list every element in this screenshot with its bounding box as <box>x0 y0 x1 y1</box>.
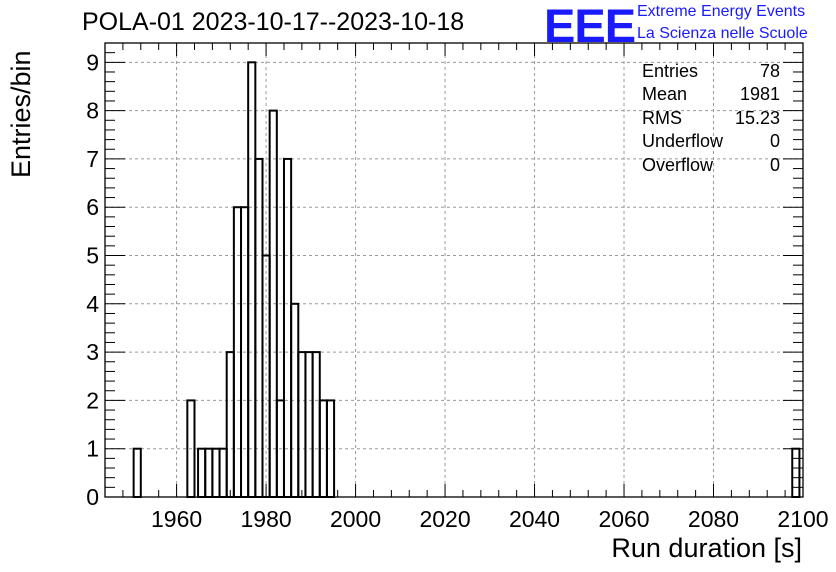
stats-box: Entries 78 Mean 1981 RMS 15.23 Underflow… <box>642 60 780 177</box>
tick-labels: 1960 1980 2000 2020 2040 2060 2080 2100 0 1 2 3 4 5 6 7… <box>86 49 828 532</box>
stat-value: 0 <box>769 154 780 175</box>
y-tick-label: 8 <box>86 98 99 124</box>
x-tick-label: 2020 <box>419 506 470 532</box>
stat-value: 78 <box>759 61 780 81</box>
x-tick-label: 2060 <box>598 506 649 532</box>
stat-label: RMS <box>642 107 682 128</box>
y-tick-label: 7 <box>86 146 99 172</box>
histogram-bin <box>282 157 293 498</box>
y-tick-label: 5 <box>86 243 99 269</box>
histogram-bin <box>311 351 321 498</box>
stat-label: Mean <box>642 84 688 105</box>
stat-label: Entries <box>642 61 699 81</box>
histogram-bin <box>254 157 264 498</box>
y-tick-label: 1 <box>86 436 99 462</box>
y-tick-label: 3 <box>86 339 99 365</box>
y-tick-label: 0 <box>86 484 99 510</box>
histogram-bin <box>791 447 801 498</box>
x-tick-label: 1980 <box>240 506 291 532</box>
histogram-bin <box>225 351 235 498</box>
stat-row-rms: RMS 15.23 <box>642 107 780 130</box>
histogram-bin <box>132 447 142 498</box>
x-tick-label: 1960 <box>151 506 202 532</box>
y-tick-label: 2 <box>86 387 99 413</box>
axis-ticks <box>104 42 804 498</box>
histogram-bin <box>218 447 228 498</box>
stat-label: Overflow <box>642 154 714 175</box>
x-tick-label: 2080 <box>688 506 739 532</box>
stat-row-overflow: Overflow 0 <box>642 154 780 177</box>
x-axis-label: Run duration [s] <box>611 533 802 563</box>
y-tick-label: 4 <box>86 291 99 317</box>
stat-value: 1981 <box>739 84 780 105</box>
grid-lines <box>105 43 803 497</box>
stat-value: 15.23 <box>734 107 780 128</box>
y-tick-label: 9 <box>86 49 99 75</box>
logo-text-line-2: La Scienza nelle Scuole <box>637 25 808 42</box>
histogram-bin <box>211 447 221 498</box>
stat-row-underflow: Underflow 0 <box>642 130 780 153</box>
histogram-bin <box>304 351 314 498</box>
y-tick-label: 6 <box>86 194 99 220</box>
logo-text-line-1: Extreme Energy Events <box>637 3 806 20</box>
x-tick-label: 2000 <box>330 506 381 532</box>
plot-frame <box>104 42 804 498</box>
histogram-bin <box>197 447 207 498</box>
stat-row-entries: Entries 78 <box>642 60 780 83</box>
stat-label: Underflow <box>642 131 724 152</box>
stat-value: 0 <box>769 131 780 152</box>
stat-row-mean: Mean 1981 <box>642 83 780 106</box>
x-tick-label: 2100 <box>777 506 828 532</box>
x-tick-label: 2040 <box>509 506 560 532</box>
chart-title: POLA-01 2023-10-17--2023-10-18 <box>82 8 465 36</box>
histogram-bin <box>297 351 307 498</box>
eee-logo: EEE <box>544 0 636 52</box>
histogram-bin <box>204 447 214 498</box>
y-axis-label: Entries/bin <box>6 50 36 178</box>
histogram-bin <box>247 61 257 498</box>
